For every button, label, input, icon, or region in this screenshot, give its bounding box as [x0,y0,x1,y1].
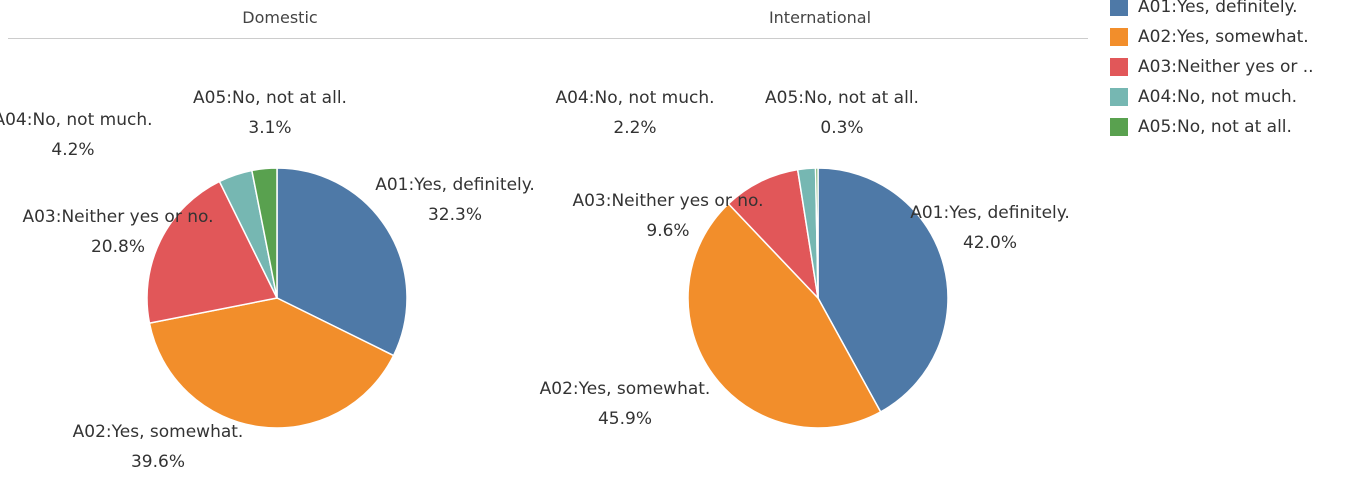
legend-item-a02[interactable]: A02:Yes, somewhat. [1110,22,1314,52]
legend-swatch [1110,118,1128,136]
legend-label: A05:No, not at all. [1138,117,1292,137]
legend-swatch [1110,88,1128,106]
slice-value-label: 9.6% [646,221,689,241]
slice-value-label: 20.8% [91,237,145,257]
legend: A01:Yes, definitely. A02:Yes, somewhat. A0… [1110,0,1314,142]
legend-label: A02:Yes, somewhat. [1138,27,1309,47]
pie-charts: A01:Yes, definitely. 32.3% A02:Yes, somewh… [0,88,1070,472]
panel-title-international: International [768,8,872,27]
pie-slice-domestic-a03[interactable] [146,180,279,325]
slice-value-label: 2.2% [613,118,656,138]
slice-category-label: A03:Neither yes or no. [572,191,763,211]
legend-item-a03[interactable]: A03:Neither yes or .. [1110,52,1314,82]
slice-category-label: A05:No, not at all. [765,88,919,108]
slice-category-label: A04:No, not much. [0,110,153,130]
pie-slice-international-a02[interactable] [687,202,882,429]
slice-category-label: A04:No, not much. [555,88,714,108]
header-divider [8,38,1088,39]
legend-swatch [1110,58,1128,76]
slice-value-label: 32.3% [428,205,482,225]
legend-item-a01[interactable]: A01:Yes, definitely. [1110,0,1314,22]
legend-item-a05[interactable]: A05:No, not at all. [1110,112,1314,142]
slice-value-label: 45.9% [598,409,652,429]
pie-international [687,167,949,429]
slice-value-label: 42.0% [963,233,1017,253]
legend-label: A03:Neither yes or .. [1138,57,1314,77]
legend-swatch [1110,28,1128,46]
slice-category-label: A01:Yes, definitely. [910,203,1070,223]
legend-item-a04[interactable]: A04:No, not much. [1110,82,1314,112]
pie-slice-domestic-a02[interactable] [148,297,395,429]
slice-category-label: A03:Neither yes or no. [22,207,213,227]
legend-swatch [1110,0,1128,16]
slice-category-label: A05:No, not at all. [193,88,347,108]
slice-category-label: A02:Yes, somewhat. [540,379,711,399]
slice-value-label: 39.6% [131,452,185,472]
panel-title-domestic: Domestic [242,8,318,27]
slice-category-label: A01:Yes, definitely. [375,175,535,195]
legend-label: A04:No, not much. [1138,87,1298,107]
pie-slice-international-a03[interactable] [727,168,820,301]
slice-value-label: 4.2% [51,140,94,160]
pie-slice-domestic-a01[interactable] [276,167,408,357]
legend-label: A01:Yes, definitely. [1138,0,1298,17]
slice-value-label: 3.1% [248,118,291,138]
slice-value-label: 0.3% [820,118,863,138]
pie-domestic [146,167,408,429]
pie-slice-international-a01[interactable] [817,167,949,413]
pie-slice-international-a05[interactable] [814,167,819,299]
pie-slice-domestic-a05[interactable] [250,167,278,299]
slice-category-label: A02:Yes, somewhat. [73,422,244,442]
